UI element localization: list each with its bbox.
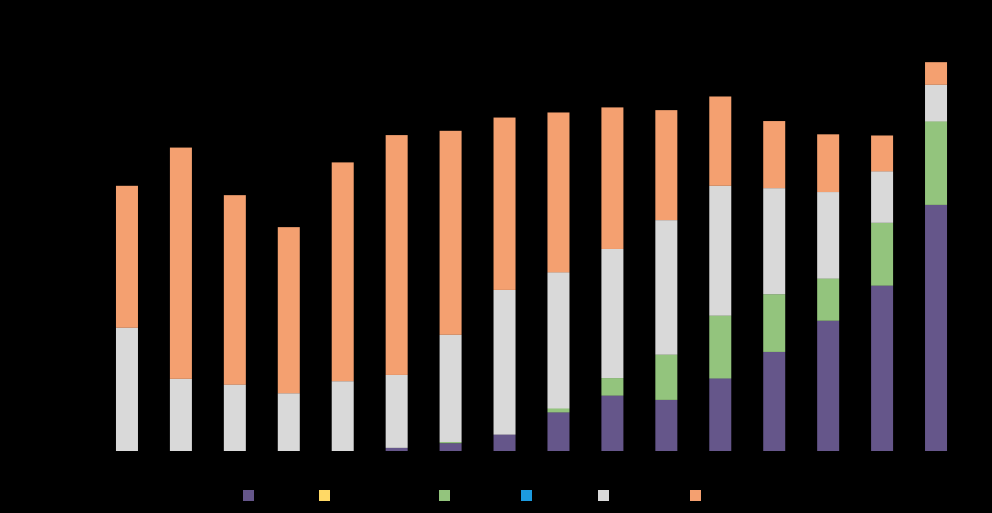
bar-segment-5-series-6 <box>331 162 354 382</box>
bar-segment-16-series-3 <box>925 121 948 205</box>
bar-segment-8-series-5 <box>493 289 516 435</box>
bar-segment-13-series-3 <box>763 294 786 352</box>
bar-segment-7-series-3 <box>439 442 462 444</box>
bar-segment-14-series-3 <box>817 278 840 321</box>
bar-segment-6-series-6 <box>385 135 408 375</box>
bar-segment-7-series-6 <box>439 130 462 335</box>
bar-segment-9-series-6 <box>547 112 570 273</box>
bar-segment-11-series-6 <box>655 110 678 221</box>
bar-segment-11-series-1 <box>655 399 678 451</box>
bar-segment-10-series-6 <box>601 107 624 249</box>
bar-segment-5-series-5 <box>331 381 354 451</box>
bar-segment-16-series-5 <box>925 84 948 122</box>
bar-segment-15-series-1 <box>871 285 894 451</box>
bar-segment-10-series-5 <box>601 248 624 379</box>
bar-segment-16-series-6 <box>925 62 948 85</box>
bar-segment-14-series-6 <box>817 134 840 193</box>
bar-segment-7-series-5 <box>439 334 462 443</box>
bar-stacks <box>115 62 948 451</box>
bar-segment-9-series-5 <box>547 272 570 409</box>
bar-segment-14-series-1 <box>817 320 840 451</box>
bar-segment-12-series-5 <box>709 185 732 316</box>
legend-swatch-series-5 <box>598 490 609 501</box>
bar-segment-4-series-6 <box>277 227 300 394</box>
bar-segment-11-series-3 <box>655 354 678 400</box>
bar-segment-6-series-1 <box>385 447 408 451</box>
bar-segment-2-series-6 <box>169 147 192 379</box>
bar-segment-9-series-1 <box>547 412 570 451</box>
bar-segment-1-series-6 <box>115 185 138 328</box>
bar-segment-8-series-1 <box>493 434 516 451</box>
legend-swatch-series-6 <box>690 490 701 501</box>
bar-segment-13-series-1 <box>763 351 786 451</box>
bar-segment-13-series-5 <box>763 188 786 295</box>
bar-segment-10-series-1 <box>601 395 624 451</box>
bar-segment-12-series-6 <box>709 96 732 186</box>
bar-segment-1-series-5 <box>115 327 138 451</box>
bar-segment-3-series-5 <box>223 384 246 451</box>
bar-segment-13-series-6 <box>763 121 786 189</box>
bar-segment-10-series-3 <box>601 378 624 396</box>
bar-segment-6-series-5 <box>385 374 408 448</box>
bar-segment-14-series-5 <box>817 192 840 279</box>
legend-swatch-series-4 <box>521 490 532 501</box>
bar-segment-12-series-1 <box>709 378 732 451</box>
bar-segment-2-series-5 <box>169 378 192 451</box>
bar-segment-15-series-5 <box>871 171 894 223</box>
bar-segment-11-series-5 <box>655 220 678 355</box>
bar-segment-12-series-3 <box>709 315 732 379</box>
bar-segment-15-series-6 <box>871 135 894 172</box>
legend <box>243 490 701 501</box>
legend-swatch-series-3 <box>439 490 450 501</box>
bar-segment-3-series-6 <box>223 195 246 385</box>
bar-segment-4-series-5 <box>277 393 300 451</box>
bar-segment-8-series-6 <box>493 117 516 290</box>
legend-swatch-series-2 <box>319 490 330 501</box>
bar-segment-7-series-1 <box>439 443 462 451</box>
bar-segment-16-series-1 <box>925 204 948 451</box>
legend-swatch-series-1 <box>243 490 254 501</box>
bar-segment-15-series-3 <box>871 222 894 286</box>
bar-segment-9-series-3 <box>547 408 570 413</box>
